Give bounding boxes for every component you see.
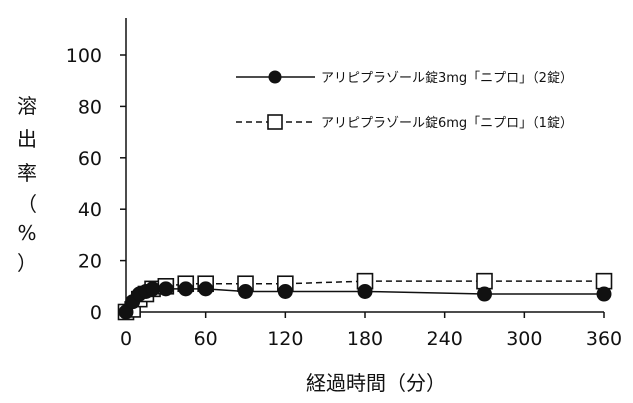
legend-marker-circle <box>268 70 282 84</box>
y-axis-title-char: （ <box>17 192 37 216</box>
y-tick-label: 100 <box>66 45 102 67</box>
x-axis: 0 60 120 180 240 300 360 <box>120 311 622 350</box>
data-point-circle <box>477 286 492 302</box>
y-tick-label: 0 <box>90 302 102 324</box>
legend-marker-square <box>267 114 283 130</box>
y-axis-title-char: 率 <box>17 161 37 185</box>
y-axis-title-char: 溶 <box>17 94 37 118</box>
x-tick-label: 300 <box>506 328 542 350</box>
legend-label-1: アリピプラゾール錠6mg「ニプロ」（1錠） <box>321 116 573 131</box>
data-point-circle <box>158 281 174 297</box>
data-point-circle <box>596 286 612 302</box>
legend-label-0: アリピプラゾール錠3mg「ニプロ」（2錠） <box>321 71 573 86</box>
y-tick-label: 20 <box>78 251 102 273</box>
x-tick-label: 60 <box>194 328 218 350</box>
y-tick-label: 80 <box>78 96 102 118</box>
x-tick-label: 180 <box>347 328 383 350</box>
data-point-circle <box>145 281 161 297</box>
x-tick-label: 360 <box>586 328 622 350</box>
x-tick-label: 0 <box>120 328 132 350</box>
data-point-square <box>595 272 613 290</box>
x-tick-label: 120 <box>267 328 303 350</box>
data-point-circle <box>238 283 253 299</box>
data-point-circle <box>178 281 194 297</box>
x-tick-label: 240 <box>427 328 463 350</box>
y-axis-title-char: % <box>17 221 36 245</box>
data-point-square <box>476 272 493 290</box>
y-axis: 0 20 40 60 80 100 <box>66 18 127 324</box>
y-tick-label: 40 <box>78 199 102 221</box>
y-axis-title-char: ） <box>17 251 37 275</box>
series-layer <box>117 272 613 321</box>
y-axis-title: 溶出率 （% ） <box>17 94 37 275</box>
y-axis-title-char: 出 <box>17 127 37 151</box>
x-axis-title: 経過時間（分） <box>306 371 446 395</box>
legend: アリピプラゾール錠3mg「ニプロ」（2錠） アリピプラゾール錠6mg「ニプロ」（1… <box>236 70 573 131</box>
data-point-circle <box>198 281 214 297</box>
data-point-circle <box>357 283 373 299</box>
y-tick-label: 60 <box>78 148 102 170</box>
data-point-circle <box>277 283 293 299</box>
